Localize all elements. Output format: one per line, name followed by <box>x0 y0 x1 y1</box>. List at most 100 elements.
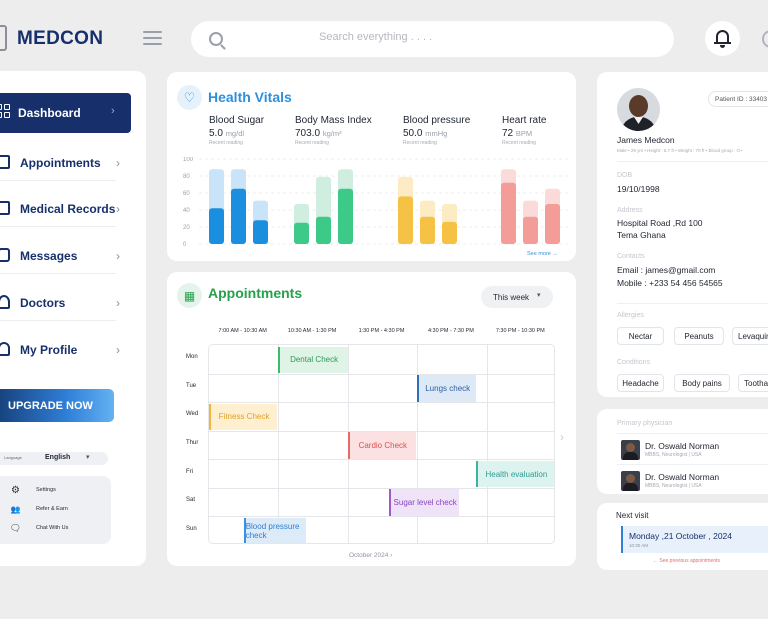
time-slot-header: 1:30 PM - 4:30 PM <box>358 328 405 334</box>
contacts-label: Contacts <box>617 253 645 260</box>
grid-line <box>209 459 554 461</box>
grid-line <box>209 402 554 404</box>
bar[interactable] <box>294 222 309 244</box>
sidebar-item-label: Medical Records <box>20 202 116 216</box>
settings-label: Settings <box>36 487 56 493</box>
condition-chip: Toothache <box>738 374 768 392</box>
next-visit-card: Next visit Monday ,21 October , 2024 10:… <box>597 503 768 570</box>
menu-icon[interactable] <box>143 31 162 45</box>
appointment-event[interactable]: Fitness Check <box>209 403 277 431</box>
bar[interactable] <box>545 204 560 244</box>
doctor-specialty: MBBS, Neurologist | USA <box>645 483 702 489</box>
patient-card: Patient ID : 33403 James Medcon Male • 2… <box>597 72 768 397</box>
grid-icon <box>0 104 10 118</box>
language-label: Language <box>4 455 22 460</box>
bar[interactable] <box>420 216 435 244</box>
bar[interactable] <box>398 196 413 244</box>
appointment-event[interactable]: Lungs check <box>417 375 477 402</box>
doctor-avatar <box>621 440 640 460</box>
day-label: Sat <box>186 497 196 504</box>
see-more-link[interactable]: See more → <box>527 251 558 257</box>
y-tick-label: 0 <box>183 242 187 248</box>
patient-avatar <box>617 88 660 131</box>
chevron-right-icon: › <box>116 202 120 216</box>
bar[interactable] <box>523 216 538 244</box>
dob-label: DOB <box>617 172 633 179</box>
bar[interactable] <box>231 188 246 244</box>
address-line2: Tema Ghana <box>617 230 666 240</box>
calendar-month[interactable]: October 2024 › <box>349 552 393 559</box>
bell-icon <box>716 30 729 43</box>
metric-bmi: Body Mass Index 703.0 kg/m² Recent readi… <box>295 115 372 146</box>
calendar-icon: ▦ <box>177 283 202 308</box>
refer-earn-link[interactable]: 👥 Refer & Earn <box>10 502 68 516</box>
sidebar-item-appointments[interactable]: Appointments › <box>0 152 124 174</box>
settings-link[interactable]: ⚙ Settings <box>10 483 56 497</box>
y-tick-label: 60 <box>183 191 190 197</box>
calendar-check-icon <box>0 155 10 169</box>
metric-blood-sugar: Blood Sugar 5.0 mg/dl Recent reading <box>209 115 265 146</box>
logo-icon <box>0 25 7 51</box>
allergy-chip: Peanuts <box>674 327 724 345</box>
sidebar-item-label: Doctors <box>20 296 66 310</box>
bar[interactable] <box>209 208 224 244</box>
day-label: Tue <box>186 382 197 389</box>
physician-item[interactable]: Dr. Oswald Norman MBBS, Neurologist | US… <box>621 440 768 460</box>
bar[interactable] <box>442 221 457 244</box>
sidebar-item-label: Dashboard <box>18 106 81 120</box>
sidebar-item-messages[interactable]: Messages › <box>0 245 124 267</box>
appointments-calendar: Dental Check Lungs check Fitness Check Card… <box>208 344 555 544</box>
day-label: Fri <box>186 468 193 475</box>
appointment-event[interactable]: Cardio Check <box>347 432 416 459</box>
bar[interactable] <box>338 188 353 244</box>
chevron-right-icon: › <box>116 156 120 170</box>
primary-physician-card: Primary physician Dr. Oswald Norman MBBS… <box>597 409 768 494</box>
physician-item[interactable]: Dr. Oswald Norman MBBS, Neurologist | US… <box>621 471 768 491</box>
bar[interactable] <box>253 220 268 244</box>
calendar-icon <box>0 201 10 215</box>
health-vitals-card: ♡ Health Vitals Blood Sugar 5.0 mg/dl Re… <box>167 72 576 261</box>
notification-button[interactable] <box>705 21 740 56</box>
day-label: Thur <box>186 440 199 446</box>
search-input[interactable] <box>319 31 579 43</box>
bar[interactable] <box>316 216 331 244</box>
chevron-right-icon[interactable]: › <box>560 430 564 444</box>
grid-line <box>209 430 554 432</box>
patient-name: James Medcon <box>617 135 675 145</box>
appointment-event[interactable]: Blood pressure check <box>243 517 307 543</box>
app-logo[interactable]: MEDCON <box>17 28 104 49</box>
appointment-event[interactable]: Dental Check <box>278 346 348 374</box>
bar[interactable] <box>501 182 516 244</box>
metric-blood-pressure: Blood pressure 50.0 mmHg Recent reading <box>403 115 471 146</box>
address-label: Address <box>617 207 643 214</box>
search-icon <box>209 32 223 46</box>
time-slot-header: 4:30 PM - 7:30 PM <box>427 328 474 334</box>
message-icon <box>0 248 10 262</box>
chat-label: Chat With Us <box>36 525 69 531</box>
sidebar-item-my-profile[interactable]: My Profile › <box>0 339 124 361</box>
user-avatar[interactable] <box>762 30 768 48</box>
language-select[interactable]: Language English ▾ <box>0 452 108 465</box>
next-visit-slot[interactable]: Monday ,21 October , 2024 10:30 AM <box>621 526 768 553</box>
search-bar[interactable] <box>191 21 674 57</box>
dob-value: 19/10/1998 <box>617 184 660 194</box>
sidebar-item-medical-records[interactable]: Medical Records › <box>0 198 124 220</box>
previous-appointments-link[interactable]: ← See previous appointments <box>653 558 720 564</box>
physician-label: Primary physician <box>617 420 673 427</box>
y-tick-label: 100 <box>183 157 194 163</box>
appointment-event[interactable]: Health evaluation <box>476 460 554 488</box>
chat-link[interactable]: 🗨 Chat With Us <box>9 521 69 535</box>
time-slot-header: 7:00 AM - 10:30 AM <box>218 328 267 334</box>
week-label: This week <box>493 293 530 302</box>
week-dropdown[interactable]: This week ▾ <box>481 286 553 308</box>
language-value: English <box>45 454 71 461</box>
appointment-event[interactable]: Sugar level check <box>389 489 459 516</box>
doctor-specialty: MBBS, Neurologist | USA <box>645 452 702 458</box>
chat-icon: 🗨 <box>9 522 22 533</box>
sidebar-item-doctors[interactable]: Doctors › <box>0 292 124 314</box>
day-label: Wed <box>186 411 199 418</box>
chevron-right-icon: › <box>116 249 120 263</box>
upgrade-button[interactable]: UPGRADE NOW <box>0 389 114 422</box>
address-line1: Hospital Road ,Rd 100 <box>617 218 703 228</box>
sidebar-item-dashboard[interactable]: Dashboard › <box>0 93 131 133</box>
